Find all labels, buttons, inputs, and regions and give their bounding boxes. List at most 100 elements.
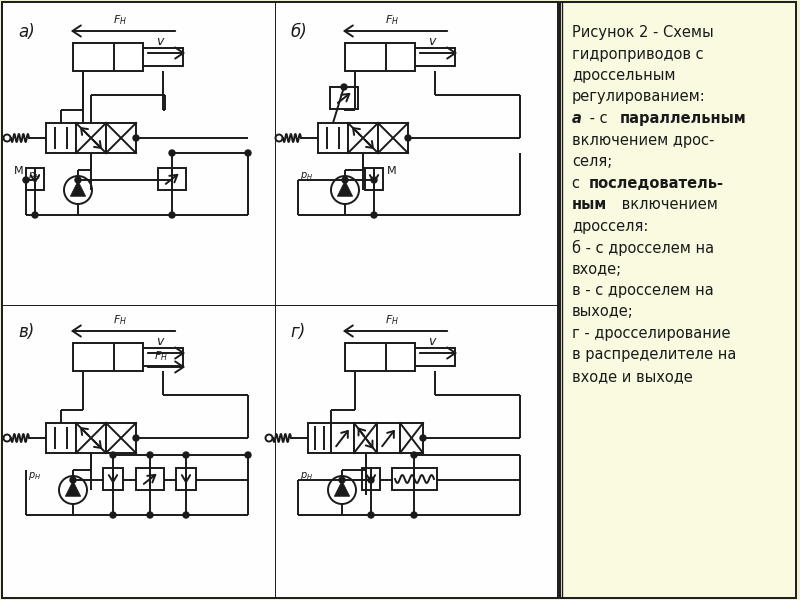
Text: дроссельным: дроссельным xyxy=(572,68,675,83)
Text: в - с дросселем на: в - с дросселем на xyxy=(572,283,714,298)
Text: в распределителе на: в распределителе на xyxy=(572,347,736,362)
Bar xyxy=(76,423,106,453)
Circle shape xyxy=(133,435,139,441)
Text: - с: - с xyxy=(585,111,612,126)
Text: параллельным: параллельным xyxy=(620,111,746,126)
Bar xyxy=(76,123,106,153)
Bar xyxy=(400,423,423,453)
Bar xyxy=(415,48,455,66)
Text: включением дрос-: включением дрос- xyxy=(572,133,714,148)
Text: б - с дросселем на: б - с дросселем на xyxy=(572,240,714,256)
Circle shape xyxy=(183,452,189,458)
Circle shape xyxy=(3,434,10,442)
Text: ным: ным xyxy=(572,197,607,212)
Circle shape xyxy=(341,84,347,90)
Text: дросселя:: дросселя: xyxy=(572,218,648,233)
Bar xyxy=(365,168,383,190)
Text: б): б) xyxy=(290,23,306,41)
Text: регулированием:: регулированием: xyxy=(572,89,706,104)
Circle shape xyxy=(266,434,273,442)
Bar xyxy=(354,423,377,453)
Bar xyxy=(392,468,437,490)
Circle shape xyxy=(147,512,153,518)
Text: $F_H$: $F_H$ xyxy=(113,13,127,27)
Circle shape xyxy=(169,212,175,218)
Text: включением: включением xyxy=(618,197,718,212)
Bar xyxy=(345,343,415,371)
Circle shape xyxy=(371,212,377,218)
Circle shape xyxy=(3,134,10,142)
Circle shape xyxy=(275,134,282,142)
Text: $v$: $v$ xyxy=(156,35,166,48)
Circle shape xyxy=(420,435,426,441)
Bar xyxy=(73,43,143,71)
Circle shape xyxy=(110,452,116,458)
Text: $p_H$: $p_H$ xyxy=(28,470,41,482)
Bar xyxy=(2,2,558,598)
Circle shape xyxy=(368,512,374,518)
Text: в): в) xyxy=(18,323,34,341)
Circle shape xyxy=(245,150,251,156)
Polygon shape xyxy=(66,481,81,496)
Text: выходе;: выходе; xyxy=(572,304,634,319)
Bar xyxy=(136,468,164,490)
Circle shape xyxy=(147,452,153,458)
Bar xyxy=(73,343,143,371)
Circle shape xyxy=(169,150,175,156)
Text: $F_H$: $F_H$ xyxy=(154,349,168,363)
Text: а: а xyxy=(572,111,582,126)
Bar xyxy=(176,468,196,490)
Text: М: М xyxy=(14,166,24,176)
Circle shape xyxy=(339,477,345,483)
Circle shape xyxy=(59,476,87,504)
Circle shape xyxy=(371,177,377,183)
Circle shape xyxy=(245,452,251,458)
Text: $v$: $v$ xyxy=(428,35,438,48)
Circle shape xyxy=(64,176,92,204)
Circle shape xyxy=(368,477,374,483)
Bar xyxy=(345,43,415,71)
Circle shape xyxy=(110,512,116,518)
Bar xyxy=(308,423,331,453)
Bar xyxy=(103,468,123,490)
Bar xyxy=(106,123,136,153)
Circle shape xyxy=(183,512,189,518)
Text: с: с xyxy=(572,175,585,191)
Bar xyxy=(415,348,455,366)
Circle shape xyxy=(331,176,359,204)
Bar xyxy=(26,168,44,190)
Bar xyxy=(318,123,348,153)
Bar xyxy=(46,423,76,453)
Text: входе;: входе; xyxy=(572,262,622,277)
Bar xyxy=(143,348,183,366)
Text: $F_H$: $F_H$ xyxy=(385,313,399,327)
Text: Рисунок 2 - Схемы: Рисунок 2 - Схемы xyxy=(572,25,714,40)
Text: г): г) xyxy=(290,323,306,341)
Text: $p_H$: $p_H$ xyxy=(28,170,41,182)
Text: $p_H$: $p_H$ xyxy=(300,170,313,182)
Circle shape xyxy=(411,452,417,458)
Circle shape xyxy=(75,177,81,183)
Text: гидроприводов с: гидроприводов с xyxy=(572,46,704,61)
Circle shape xyxy=(23,177,29,183)
Text: М: М xyxy=(387,166,397,176)
Bar xyxy=(348,123,378,153)
Circle shape xyxy=(133,135,139,141)
Circle shape xyxy=(411,512,417,518)
Bar xyxy=(158,168,186,190)
Bar xyxy=(378,123,408,153)
Bar xyxy=(143,48,183,66)
Polygon shape xyxy=(338,181,353,196)
Text: $v$: $v$ xyxy=(156,335,166,348)
Text: $v$: $v$ xyxy=(428,335,438,348)
Circle shape xyxy=(70,477,76,483)
Bar xyxy=(46,123,76,153)
Bar xyxy=(330,87,358,109)
Polygon shape xyxy=(70,181,86,196)
Bar xyxy=(106,423,136,453)
Polygon shape xyxy=(334,481,350,496)
Text: входе и выходе: входе и выходе xyxy=(572,369,693,384)
Text: а): а) xyxy=(18,23,34,41)
Text: $F_H$: $F_H$ xyxy=(385,13,399,27)
Text: г - дросселирование: г - дросселирование xyxy=(572,326,730,341)
